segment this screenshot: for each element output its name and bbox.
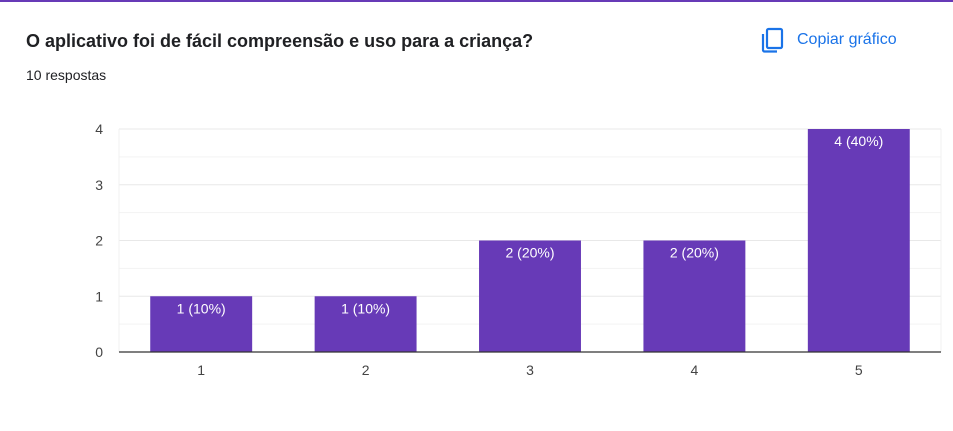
bar bbox=[314, 296, 417, 352]
x-tick-label: 2 bbox=[362, 362, 370, 378]
response-count: 10 respostas bbox=[26, 67, 107, 83]
bar-data-label: 2 (20%) bbox=[670, 245, 719, 261]
bar-data-label: 1 (10%) bbox=[341, 300, 390, 316]
bar bbox=[479, 240, 581, 352]
bar bbox=[807, 129, 910, 352]
y-tick-label: 3 bbox=[95, 177, 103, 193]
x-tick-label: 3 bbox=[526, 362, 534, 378]
bar-data-label: 2 (20%) bbox=[505, 245, 554, 261]
y-tick-label: 2 bbox=[95, 233, 103, 249]
bar-data-label: 4 (40%) bbox=[834, 133, 883, 149]
copy-icon bbox=[760, 27, 797, 53]
bar bbox=[150, 296, 253, 352]
bar-data-label: 1 (10%) bbox=[177, 300, 226, 316]
y-tick-label: 4 bbox=[95, 121, 103, 137]
y-tick-label: 0 bbox=[95, 344, 103, 360]
bar bbox=[643, 240, 746, 352]
copy-chart-label: Copiar gráfico bbox=[797, 31, 897, 48]
x-tick-label: 4 bbox=[691, 362, 699, 378]
y-tick-label: 1 bbox=[95, 288, 103, 304]
question-title: O aplicativo foi de fácil compreensão e … bbox=[26, 31, 534, 51]
x-tick-label: 1 bbox=[197, 362, 205, 378]
copy-chart-button[interactable]: Copiar gráfico bbox=[760, 24, 897, 56]
top-accent-border bbox=[0, 0, 953, 2]
x-tick-label: 5 bbox=[855, 362, 863, 378]
